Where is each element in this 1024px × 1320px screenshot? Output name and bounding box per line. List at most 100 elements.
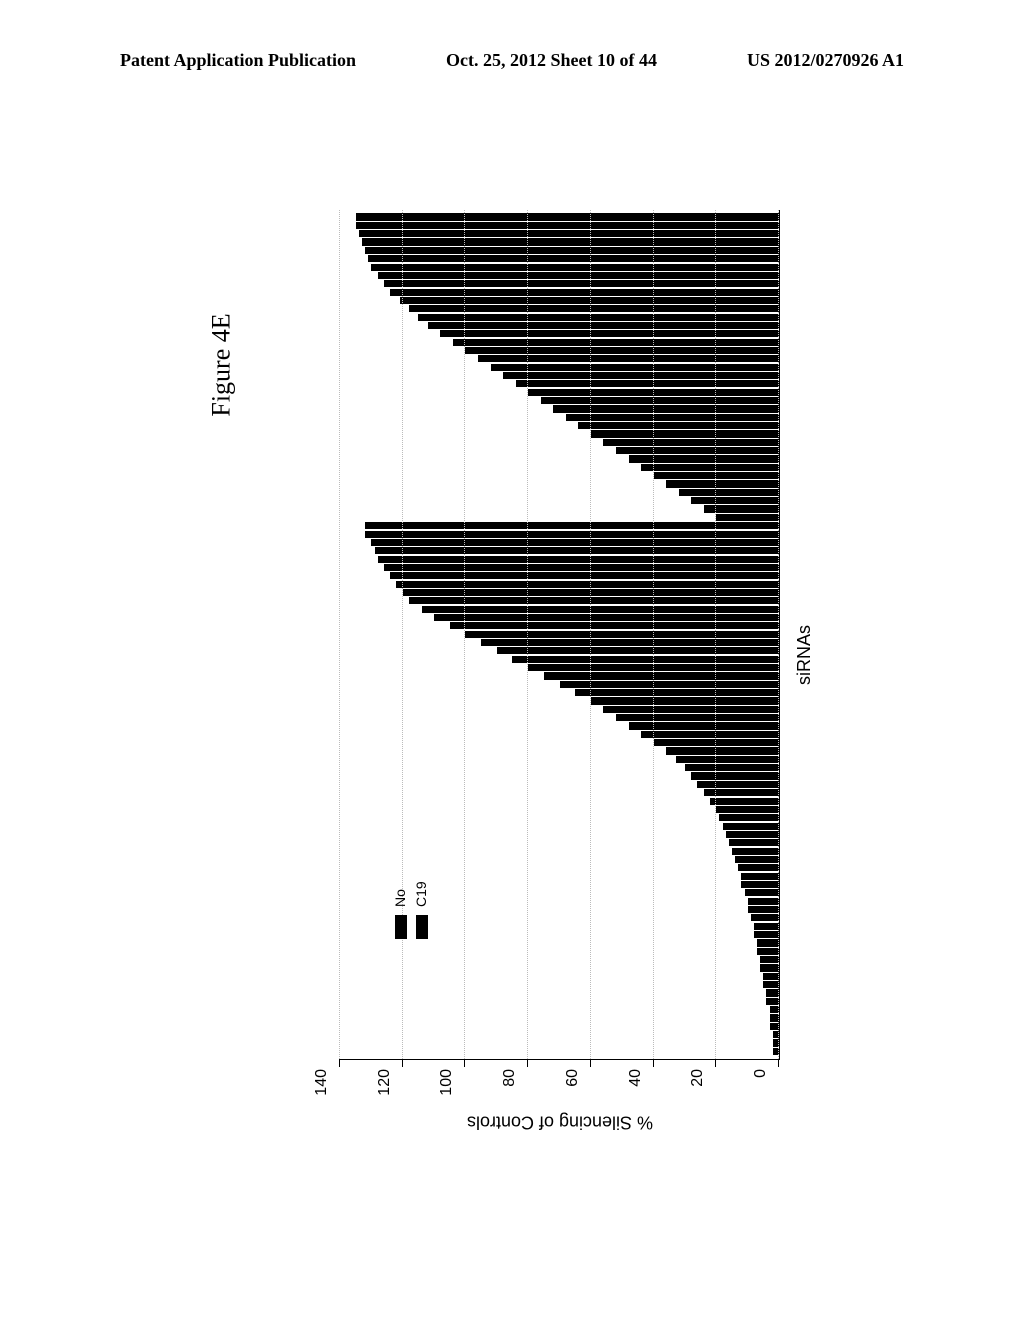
y-tick-label: 0 [752, 1069, 770, 1104]
bar [396, 581, 779, 588]
bar [716, 514, 779, 521]
bar [378, 272, 779, 279]
y-tick-label: 80 [501, 1069, 519, 1104]
page-header: Patent Application Publication Oct. 25, … [0, 50, 1024, 71]
header-right: US 2012/0270926 A1 [747, 50, 904, 71]
bar [726, 831, 779, 838]
bar [691, 497, 779, 504]
legend-label-1: No [390, 889, 411, 907]
y-tick [464, 1059, 465, 1067]
bar [422, 606, 779, 613]
bar [365, 531, 779, 538]
y-tick [339, 1059, 340, 1067]
bar [641, 464, 779, 471]
bar [729, 839, 779, 846]
bar [741, 873, 779, 880]
bar [603, 706, 779, 713]
y-tick-label: 60 [564, 1069, 582, 1104]
bar [763, 981, 779, 988]
chart-container: % Silencing of Controls siRNAs No C19 02… [85, 395, 1024, 915]
gridline [778, 210, 779, 1059]
bar [516, 380, 779, 387]
bar [760, 956, 779, 963]
bar [751, 914, 779, 921]
bar [362, 239, 779, 246]
bar [679, 489, 779, 496]
bar [566, 414, 779, 421]
header-left: Patent Application Publication [120, 50, 356, 71]
y-tick-label: 140 [313, 1069, 331, 1104]
legend-row: No [390, 881, 411, 939]
bar [591, 697, 779, 704]
bar [553, 405, 779, 412]
bar [403, 589, 779, 596]
bar [591, 430, 779, 437]
bar [754, 931, 779, 938]
bar [371, 264, 779, 271]
y-tick [590, 1059, 591, 1067]
gridline [653, 210, 654, 1059]
legend-label-2: C19 [411, 881, 432, 907]
bar [434, 614, 779, 621]
bar [741, 881, 779, 888]
bar [465, 347, 779, 354]
bar [368, 255, 779, 262]
bar [365, 247, 779, 254]
bar [560, 681, 780, 688]
bar [512, 656, 779, 663]
bar [390, 289, 779, 296]
bar [378, 556, 779, 563]
y-tick-label: 40 [627, 1069, 645, 1104]
bar [716, 806, 779, 813]
bar [763, 973, 779, 980]
bar [418, 314, 779, 321]
y-tick-label: 100 [438, 1069, 456, 1104]
bar [491, 364, 779, 371]
plot-area: No C19 020406080100120140 [340, 210, 780, 1060]
bar [757, 948, 779, 955]
chart-inner: % Silencing of Controls siRNAs No C19 02… [300, 180, 820, 1130]
bar [465, 631, 779, 638]
bar [710, 798, 779, 805]
x-axis-label: siRNAs [794, 625, 815, 685]
y-tick [653, 1059, 654, 1067]
y-tick [715, 1059, 716, 1067]
legend-swatch-icon [416, 915, 428, 939]
bar [440, 330, 779, 337]
bar [450, 622, 779, 629]
bar [497, 647, 779, 654]
legend-row: C19 [411, 881, 432, 939]
bar [578, 422, 779, 429]
bar [629, 722, 780, 729]
gridline [339, 210, 340, 1059]
y-tick [778, 1059, 779, 1067]
header-center: Oct. 25, 2012 Sheet 10 of 44 [446, 50, 657, 71]
bar [371, 539, 779, 546]
bar [390, 572, 779, 579]
bar [575, 689, 779, 696]
bar [641, 731, 779, 738]
bar [738, 864, 779, 871]
bar [528, 389, 779, 396]
y-tick-label: 20 [689, 1069, 707, 1104]
bar [757, 939, 779, 946]
bar [603, 439, 779, 446]
bar [666, 480, 779, 487]
bar [528, 664, 779, 671]
bar [745, 889, 779, 896]
gridline [590, 210, 591, 1059]
bar [685, 764, 779, 771]
bar [748, 898, 779, 905]
y-tick [527, 1059, 528, 1067]
legend-swatch-icon [395, 915, 407, 939]
bar [666, 747, 779, 754]
bar [735, 856, 779, 863]
bar [697, 781, 779, 788]
bar [616, 447, 779, 454]
bar [365, 522, 779, 529]
bar [453, 339, 779, 346]
gridline [464, 210, 465, 1059]
bar [748, 906, 779, 913]
y-axis-label: % Silencing of Controls [467, 1112, 653, 1133]
bar [503, 372, 779, 379]
